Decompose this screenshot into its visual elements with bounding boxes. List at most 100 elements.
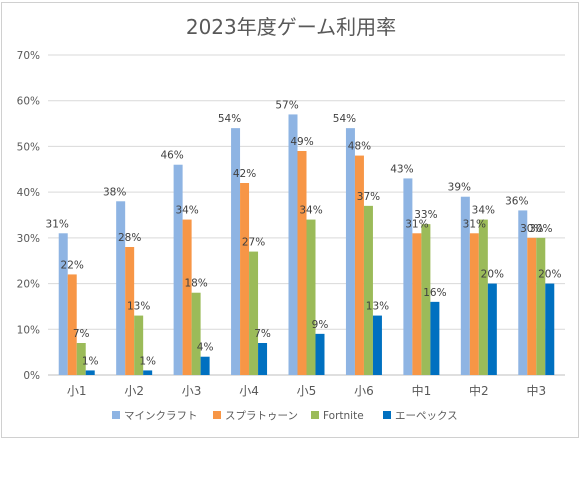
bar bbox=[200, 356, 210, 375]
bar bbox=[518, 210, 528, 375]
bar bbox=[76, 343, 86, 375]
y-tick-label: 10% bbox=[17, 324, 40, 336]
data-label: 33% bbox=[414, 209, 437, 221]
data-label: 31% bbox=[463, 218, 486, 230]
data-label: 13% bbox=[366, 301, 389, 313]
y-tick-label: 60% bbox=[17, 96, 40, 108]
data-label: 43% bbox=[390, 163, 413, 175]
bar bbox=[527, 237, 537, 375]
bar bbox=[421, 224, 431, 375]
bar bbox=[249, 251, 259, 375]
data-label: 30% bbox=[520, 223, 543, 235]
data-label: 18% bbox=[184, 278, 207, 290]
y-tick-label: 70% bbox=[17, 50, 40, 62]
legend-label: エーペックス bbox=[395, 410, 458, 422]
bar bbox=[85, 370, 95, 375]
data-label: 20% bbox=[538, 269, 561, 281]
y-tick-label: 20% bbox=[17, 279, 40, 291]
legend-swatch bbox=[311, 411, 319, 419]
bar bbox=[315, 333, 325, 375]
bar bbox=[297, 151, 307, 375]
x-tick-label: 小2 bbox=[124, 384, 144, 398]
data-label: 36% bbox=[505, 195, 528, 207]
data-label: 4% bbox=[197, 342, 214, 354]
bar bbox=[173, 164, 183, 375]
data-label: 28% bbox=[118, 232, 141, 244]
legend-label: スプラトゥーン bbox=[225, 410, 298, 422]
y-tick-label: 30% bbox=[17, 233, 40, 245]
bar bbox=[430, 301, 440, 375]
x-tick-label: 小5 bbox=[297, 384, 317, 398]
legend-swatch bbox=[112, 411, 120, 419]
data-label: 16% bbox=[423, 287, 446, 299]
y-tick-label: 50% bbox=[17, 141, 40, 153]
data-label: 9% bbox=[312, 319, 329, 331]
bar bbox=[134, 315, 144, 375]
bar bbox=[363, 205, 373, 375]
legend-label: Fortnite bbox=[323, 410, 364, 422]
x-tick-label: 小6 bbox=[354, 384, 374, 398]
x-tick-label: 小1 bbox=[67, 384, 87, 398]
data-label: 57% bbox=[275, 99, 298, 111]
bar bbox=[345, 128, 355, 375]
bar bbox=[143, 370, 153, 375]
bar bbox=[288, 114, 298, 375]
data-label: 27% bbox=[242, 237, 265, 249]
x-tick-label: 中1 bbox=[412, 383, 432, 398]
bar bbox=[67, 274, 77, 375]
bar-chart: 2023年度ゲーム利用率 0% 10% 20% 30% 40% 50% 60% 70% 31%… bbox=[17, 15, 565, 422]
bar bbox=[372, 315, 382, 375]
bar bbox=[354, 155, 364, 375]
y-tick-label: 0% bbox=[23, 370, 40, 382]
data-labels: 31% 22% 7% 1% 38% 28% 13% 1% 46% 34% 18% 4% 54% 42% 27… bbox=[46, 99, 562, 367]
x-tick-label: 中2 bbox=[469, 383, 489, 398]
data-label: 7% bbox=[73, 328, 90, 340]
bar bbox=[545, 283, 555, 375]
bar bbox=[487, 283, 497, 375]
data-label: 38% bbox=[103, 186, 126, 198]
x-tick-label: 小4 bbox=[239, 384, 259, 398]
legend: マインクラフト スプラトゥーン Fortnite エーペックス bbox=[112, 410, 458, 422]
data-label: 54% bbox=[333, 113, 356, 125]
data-label: 7% bbox=[254, 328, 271, 340]
legend-swatch bbox=[213, 411, 221, 419]
x-axis-ticks: 小1 小2 小3 小4 小5 小6 中1 中2 中3 bbox=[67, 383, 546, 398]
data-label: 34% bbox=[472, 205, 495, 217]
data-label: 1% bbox=[82, 355, 99, 367]
bar bbox=[182, 219, 192, 375]
bar bbox=[306, 219, 316, 375]
y-tick-label: 40% bbox=[17, 187, 40, 199]
legend-swatch bbox=[383, 411, 391, 419]
bar bbox=[231, 128, 241, 375]
bar bbox=[460, 196, 470, 375]
data-label: 22% bbox=[61, 259, 84, 271]
bar bbox=[58, 233, 68, 375]
data-label: 39% bbox=[448, 182, 471, 194]
bar bbox=[240, 183, 250, 375]
data-label: 20% bbox=[481, 269, 504, 281]
bars bbox=[58, 114, 555, 375]
data-label: 31% bbox=[46, 218, 69, 230]
x-tick-label: 小3 bbox=[182, 384, 202, 398]
bar bbox=[536, 237, 546, 375]
bar bbox=[403, 178, 413, 375]
data-label: 54% bbox=[218, 113, 241, 125]
bar bbox=[116, 201, 126, 375]
y-axis-ticks: 0% 10% 20% 30% 40% 50% 60% 70% bbox=[17, 50, 40, 382]
bar bbox=[191, 292, 201, 375]
legend-label: マインクラフト bbox=[124, 410, 198, 422]
data-label: 1% bbox=[139, 355, 156, 367]
data-label: 46% bbox=[160, 150, 183, 162]
bar bbox=[469, 233, 479, 375]
x-tick-label: 中3 bbox=[526, 383, 546, 398]
chart-title: 2023年度ゲーム利用率 bbox=[186, 15, 396, 39]
data-label: 31% bbox=[405, 218, 428, 230]
data-label: 34% bbox=[299, 205, 322, 217]
data-label: 49% bbox=[290, 136, 313, 148]
bar bbox=[258, 343, 268, 375]
bar bbox=[412, 233, 422, 375]
data-label: 30% bbox=[529, 223, 552, 235]
data-label: 34% bbox=[175, 205, 198, 217]
chart-frame: 2023年度ゲーム利用率 0% 10% 20% 30% 40% 50% 60% 70% 31%… bbox=[1, 2, 579, 438]
data-label: 13% bbox=[127, 301, 150, 313]
